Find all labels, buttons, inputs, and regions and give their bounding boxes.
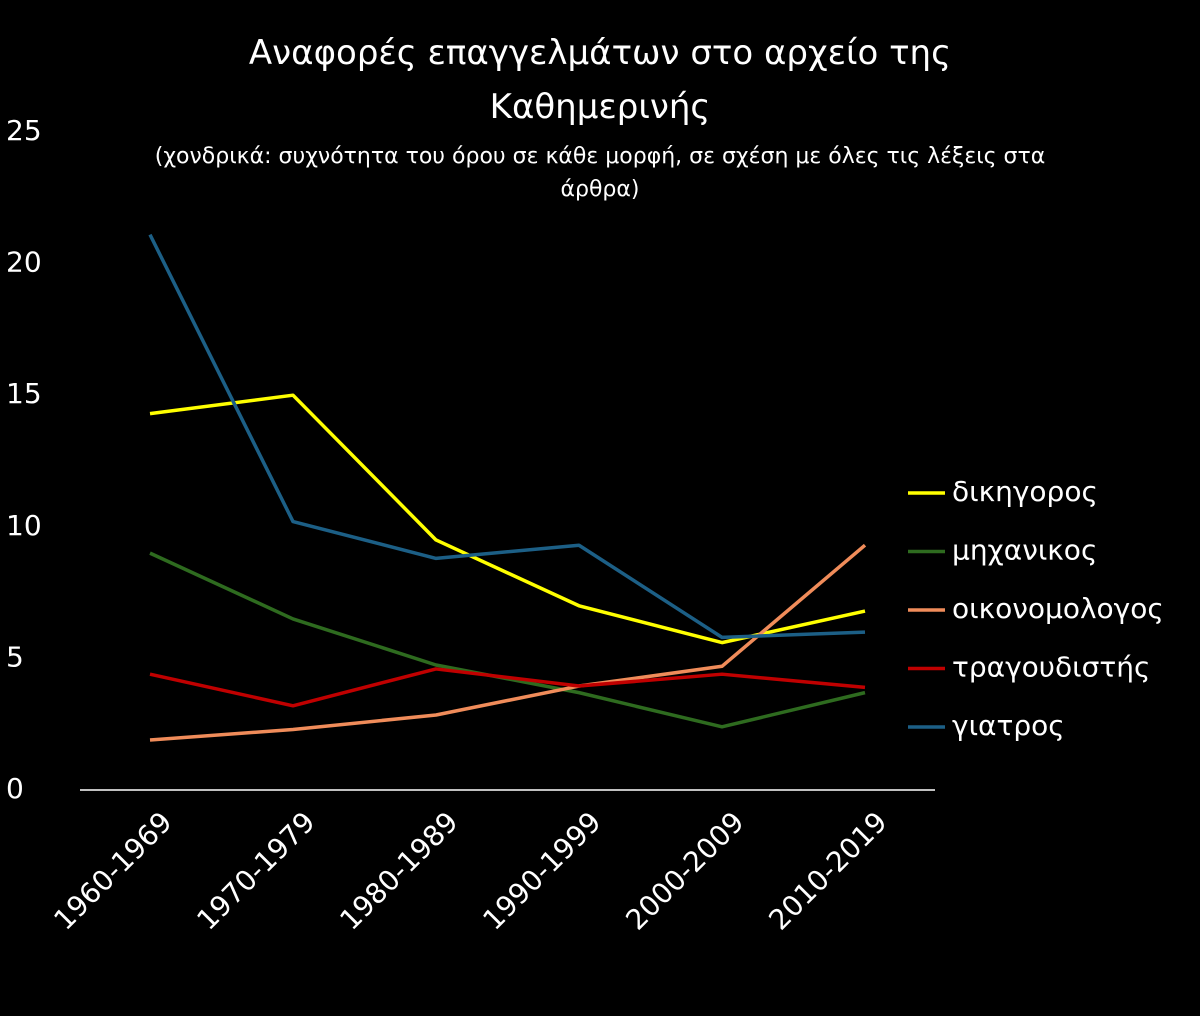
series-line bbox=[149, 543, 867, 742]
series-line bbox=[148, 233, 866, 640]
series-line bbox=[149, 393, 866, 645]
y-tick-label: 0 bbox=[6, 772, 24, 805]
x-tick-label: 1980-1989 bbox=[333, 805, 464, 936]
y-tick-label: 5 bbox=[6, 640, 24, 673]
chart-title: Αναφορές επαγγελμάτων στο αρχείο της Καθ… bbox=[248, 33, 952, 127]
legend-label: τραγουδιστής bbox=[952, 651, 1150, 684]
legend-label: δικηγορος bbox=[952, 475, 1098, 508]
y-tick-label: 10 bbox=[6, 509, 42, 542]
legend-label: γιατρος bbox=[952, 709, 1065, 742]
y-tick-label: 20 bbox=[6, 246, 42, 279]
x-tick-label: 2010-2019 bbox=[762, 805, 893, 936]
series-line bbox=[149, 667, 866, 708]
y-tick-label: 15 bbox=[6, 377, 42, 410]
x-tick-label: 1990-1999 bbox=[476, 805, 607, 936]
x-tick-label: 2000-2009 bbox=[619, 805, 750, 936]
y-tick-label: 25 bbox=[6, 114, 42, 147]
chart-subtitle: (χονδρικά: συχνότητα του όρου σε κάθε μο… bbox=[154, 144, 1046, 202]
legend-label: μηχανικος bbox=[952, 534, 1097, 567]
legend-label: οικονομολογος bbox=[952, 592, 1164, 625]
x-tick-label: 1960-1969 bbox=[47, 805, 178, 936]
x-tick-label: 1970-1979 bbox=[190, 805, 321, 936]
